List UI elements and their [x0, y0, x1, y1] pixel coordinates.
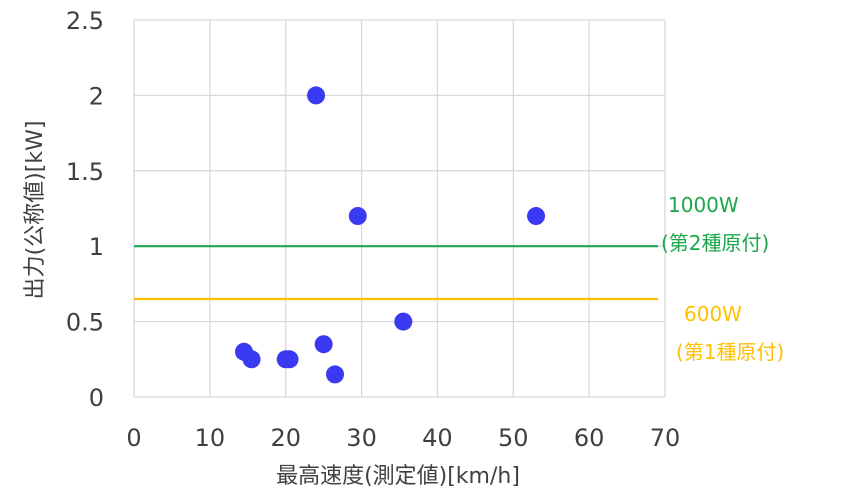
x-tick-label-6: 60: [574, 424, 605, 452]
data-point-0-4: [307, 86, 326, 105]
y-tick-label-1: 0.5: [66, 309, 104, 337]
data-point-0-1: [242, 350, 261, 369]
data-point-0-7: [348, 207, 367, 226]
x-axis-title: 最高速度(測定値)[km/h]: [276, 464, 520, 489]
ref-line-600w-sublabel: (第1種原付): [676, 340, 784, 364]
x-tick-label-1: 10: [195, 424, 226, 452]
data-point-0-6: [326, 365, 345, 384]
reference-line-labels: 1000W (第2種原付) 600W (第1種原付): [661, 193, 784, 364]
x-tick-label-3: 30: [346, 424, 377, 452]
y-tick-label-2: 1: [89, 233, 104, 261]
data-point-0-8: [394, 312, 413, 331]
y-axis-title: 出力(公称値)[kW]: [23, 121, 48, 300]
x-tick-label-5: 50: [498, 424, 529, 452]
data-points: [234, 86, 546, 384]
x-tick-label-0: 0: [126, 424, 141, 452]
x-tick-label-2: 20: [270, 424, 301, 452]
x-tick-label-4: 40: [422, 424, 453, 452]
data-point-0-5: [314, 335, 333, 354]
data-point-0-9: [527, 207, 546, 226]
ref-line-1000w-sublabel: (第2種原付): [661, 231, 769, 255]
y-tick-label-0: 0: [89, 384, 104, 412]
plot-grid: [133, 19, 666, 398]
x-tick-labels: 0 10 20 30 40 50 60 70: [126, 424, 680, 452]
y-tick-labels: 0 0.5 1 1.5 2 2.5: [66, 7, 104, 412]
ref-line-1000w-label: 1000W: [668, 193, 739, 217]
ref-line-600w-label: 600W: [684, 302, 742, 326]
y-tick-label-5: 2.5: [66, 7, 104, 35]
reference-lines: [134, 245, 658, 301]
y-tick-label-4: 2: [89, 82, 104, 110]
y-tick-label-3: 1.5: [66, 158, 104, 186]
x-tick-label-7: 70: [650, 424, 681, 452]
data-point-0-3: [280, 350, 299, 369]
